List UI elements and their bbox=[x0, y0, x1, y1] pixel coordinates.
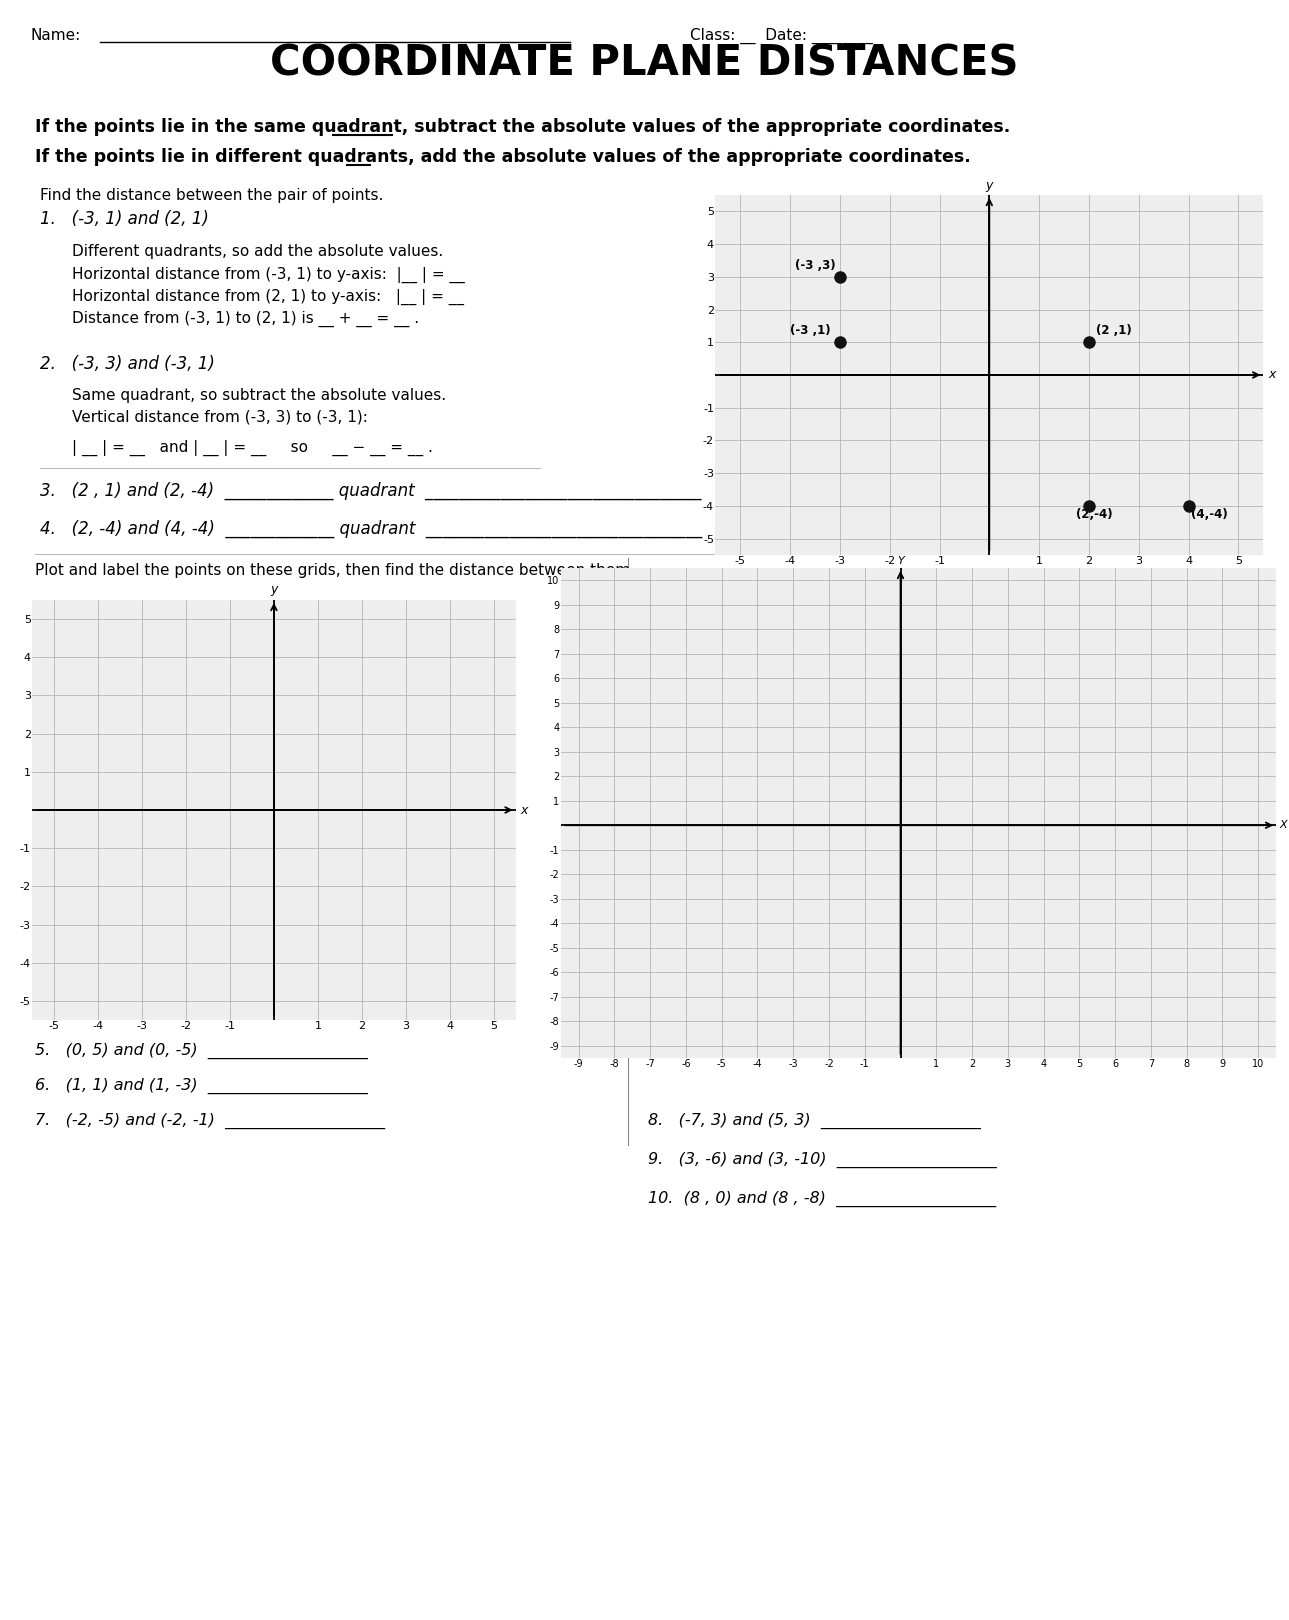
Text: Distance from (-3, 1) to (2, 1) is __ + __ = __ .: Distance from (-3, 1) to (2, 1) is __ + … bbox=[72, 311, 419, 327]
Text: x: x bbox=[519, 804, 527, 816]
Text: X: X bbox=[1280, 820, 1288, 829]
Text: 3.   (2 , 1) and (2, -4)  _____________ quadrant  ______________________________: 3. (2 , 1) and (2, -4) _____________ qua… bbox=[40, 483, 701, 501]
Text: y: y bbox=[271, 583, 277, 596]
Text: If the points lie in different quadrants, add the absolute values of the appropr: If the points lie in different quadrants… bbox=[35, 147, 971, 165]
Text: (4,-4): (4,-4) bbox=[1191, 507, 1227, 520]
Text: (2 ,1): (2 ,1) bbox=[1097, 324, 1132, 337]
Text: Same quadrant, so subtract the absolute values.: Same quadrant, so subtract the absolute … bbox=[72, 389, 446, 403]
Text: (2,-4): (2,-4) bbox=[1076, 507, 1114, 520]
Text: 7.   (-2, -5) and (-2, -1)  ____________________: 7. (-2, -5) and (-2, -1) _______________… bbox=[35, 1113, 385, 1129]
Text: y: y bbox=[986, 178, 993, 191]
Text: 5.   (0, 5) and (0, -5)  ____________________: 5. (0, 5) and (0, -5) __________________… bbox=[35, 1043, 367, 1059]
Text: Horizontal distance from (-3, 1) to y-axis:  |__ | = __: Horizontal distance from (-3, 1) to y-ax… bbox=[72, 267, 465, 284]
Text: 9.   (3, -6) and (3, -10)  ____________________: 9. (3, -6) and (3, -10) ________________… bbox=[648, 1152, 996, 1168]
Text: If the points lie in the same quadrant, subtract the absolute values of the appr: If the points lie in the same quadrant, … bbox=[35, 118, 1011, 136]
Text: Vertical distance from (-3, 3) to (-3, 1):: Vertical distance from (-3, 3) to (-3, 1… bbox=[72, 410, 367, 424]
Text: Name:: Name: bbox=[30, 28, 80, 44]
Text: Different quadrants, so add the absolute values.: Different quadrants, so add the absolute… bbox=[72, 245, 443, 259]
Text: 8.   (-7, 3) and (5, 3)  ____________________: 8. (-7, 3) and (5, 3) __________________… bbox=[648, 1113, 981, 1129]
Text: Class: __  Date: ________: Class: __ Date: ________ bbox=[690, 28, 873, 44]
Text: Y: Y bbox=[897, 556, 904, 565]
Text: Plot and label the points on these grids, then find the distance between them.: Plot and label the points on these grids… bbox=[35, 564, 635, 578]
Text: Horizontal distance from (2, 1) to y-axis:   |__ | = __: Horizontal distance from (2, 1) to y-axi… bbox=[72, 288, 464, 305]
Text: 6.   (1, 1) and (1, -3)  ____________________: 6. (1, 1) and (1, -3) __________________… bbox=[35, 1077, 367, 1094]
Text: 2.   (-3, 3) and (-3, 1): 2. (-3, 3) and (-3, 1) bbox=[40, 355, 215, 373]
Text: 4.   (2, -4) and (4, -4)  _____________ quadrant  ______________________________: 4. (2, -4) and (4, -4) _____________ qua… bbox=[40, 520, 703, 538]
Text: x: x bbox=[1268, 368, 1276, 381]
Text: (-3 ,3): (-3 ,3) bbox=[795, 259, 835, 272]
Text: Find the distance between the pair of points.: Find the distance between the pair of po… bbox=[40, 188, 383, 202]
Text: 10.  (8 , 0) and (8 , -8)  ____________________: 10. (8 , 0) and (8 , -8) _______________… bbox=[648, 1191, 996, 1207]
Text: COORDINATE PLANE DISTANCES: COORDINATE PLANE DISTANCES bbox=[269, 42, 1018, 84]
Text: | __ | = __   and | __ | = __     so     __ − __ = __ .: | __ | = __ and | __ | = __ so __ − __ =… bbox=[72, 441, 433, 457]
Text: (-3 ,1): (-3 ,1) bbox=[790, 324, 830, 337]
Text: 1.   (-3, 1) and (2, 1): 1. (-3, 1) and (2, 1) bbox=[40, 211, 209, 228]
